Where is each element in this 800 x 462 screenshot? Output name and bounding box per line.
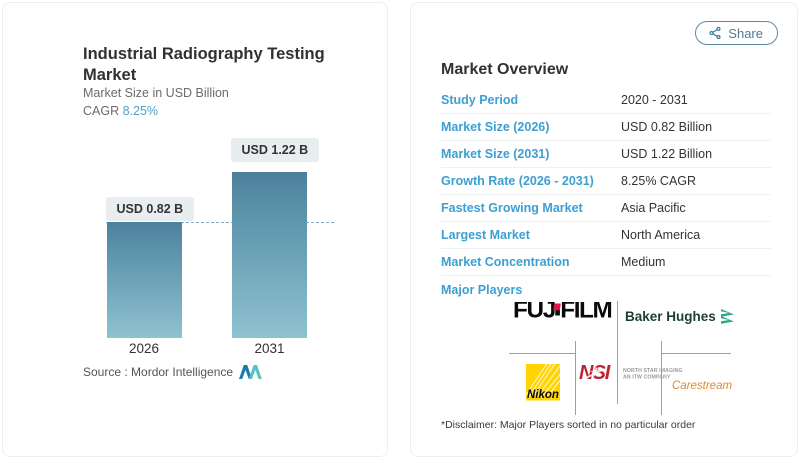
svg-text:M: M	[593, 302, 613, 322]
svg-text:U: U	[527, 302, 545, 322]
svg-text:Carestream: Carestream	[672, 380, 732, 392]
svg-text:AN ITW COMPANY: AN ITW COMPANY	[623, 375, 671, 381]
svg-text:Nikon: Nikon	[527, 389, 559, 401]
svg-text:Baker Hughes: Baker Hughes	[625, 309, 716, 324]
svg-text:NORTH STAR IMAGING: NORTH STAR IMAGING	[623, 368, 683, 374]
